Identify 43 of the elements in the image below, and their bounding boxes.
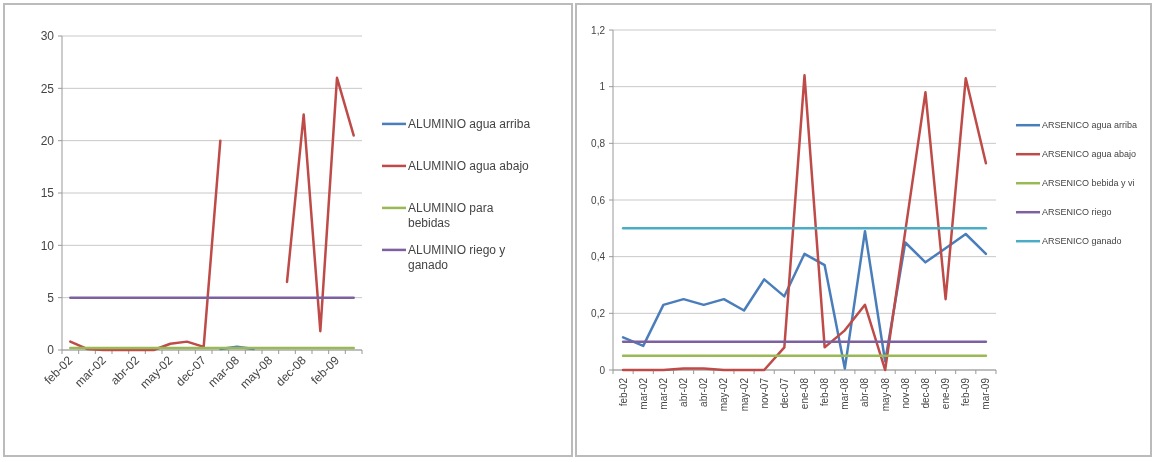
x-tick-label: abr-02 [678, 377, 690, 407]
x-tick-label: abr-08 [859, 377, 871, 407]
x-tick-label: may-02 [738, 377, 750, 412]
y-tick-label: 0,4 [591, 251, 606, 263]
x-tick-label: mar-08 [839, 377, 851, 410]
legend-label: ALUMINIO agua arriba [408, 117, 531, 132]
x-tick-label: dec-08 [919, 377, 931, 409]
y-tick-label: 25 [40, 81, 55, 96]
x-tick-label: feb-02 [617, 377, 629, 407]
x-tick-label: mar-02 [637, 377, 649, 410]
x-tick-label: nov-08 [899, 377, 911, 409]
line-series [621, 74, 988, 372]
x-tick-label: ene-08 [799, 377, 810, 410]
legend-label: ARSENICO riego [1042, 207, 1112, 218]
x-tick-label: mar-02 [657, 377, 669, 410]
y-tick-label: 1 [599, 81, 606, 93]
x-tick-label: feb-09 [960, 377, 972, 407]
x-tick-label: dec-07 [778, 377, 790, 409]
y-tick-label: 15 [40, 186, 55, 201]
x-tick-label: ene-09 [940, 377, 952, 410]
y-tick-label: 30 [40, 29, 55, 44]
x-tick-label: may-02 [718, 377, 730, 412]
y-tick-label: 0 [47, 343, 55, 358]
x-tick-label: nov-07 [758, 377, 770, 409]
x-tick-label: may-08 [879, 377, 891, 412]
y-tick-label: 0,2 [591, 307, 606, 319]
legend-label: ALUMINIO agua abajo [408, 159, 530, 174]
y-tick-label: 0,8 [591, 137, 606, 149]
legend-label: ARSENICO agua arriba [1042, 120, 1138, 131]
legend-label: ARSENICO agua abajo [1042, 149, 1137, 160]
legend-label: ARSENICO ganado [1042, 236, 1122, 247]
y-tick-label: 0,6 [591, 194, 606, 206]
x-tick-label: feb-08 [819, 377, 831, 407]
y-tick-label: 20 [40, 133, 55, 148]
x-tick-label: abr-02 [698, 377, 710, 407]
legend-label: ALUMINIO para bebidas [408, 201, 494, 231]
legend-label: ALUMINIO riego y ganado [408, 243, 506, 273]
y-tick-label: 0 [599, 364, 606, 376]
y-tick-label: 1,2 [591, 24, 606, 36]
legend-label: ARSENICO bebida y vi [1042, 178, 1135, 189]
y-tick-label: 5 [47, 290, 55, 305]
x-tick-label: mar-09 [980, 377, 992, 410]
y-tick-label: 10 [40, 238, 55, 253]
